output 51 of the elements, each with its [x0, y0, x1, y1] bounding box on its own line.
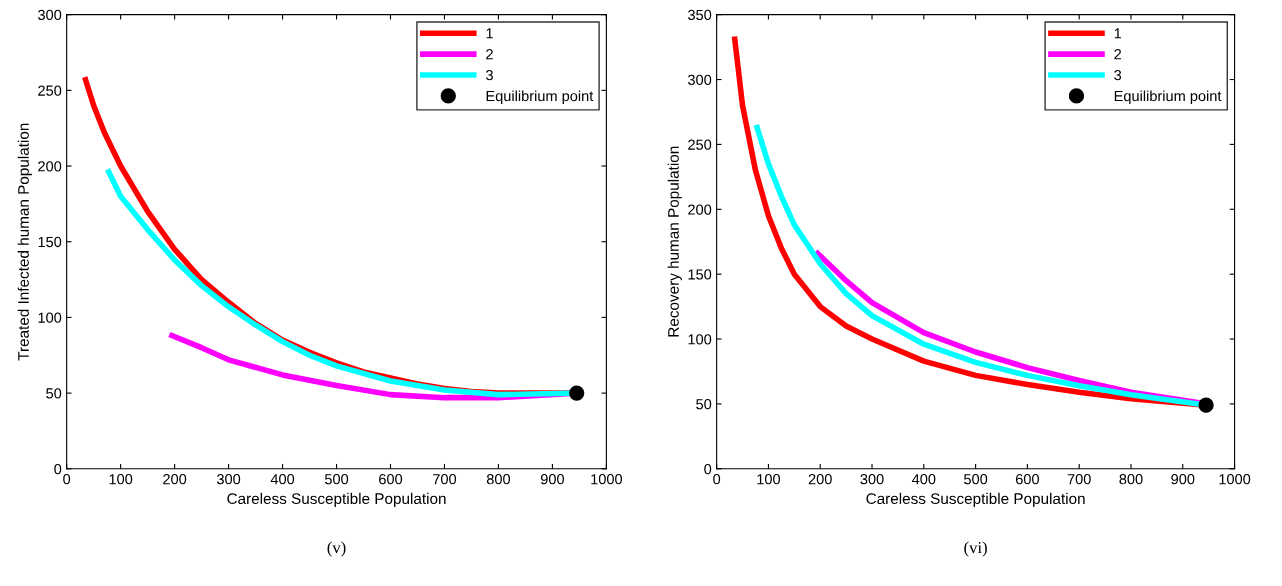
x-tick-label: 200 [163, 474, 187, 485]
x-tick-label: 700 [1067, 474, 1091, 485]
x-axis-title: Careless Susceptible Population [866, 492, 1085, 508]
legend-label: 3 [486, 69, 493, 81]
legend-label: 2 [486, 49, 493, 60]
y-tick-label: 100 [688, 334, 712, 345]
y-tick-label: 150 [688, 269, 712, 280]
x-tick-label: 100 [757, 474, 781, 485]
x-tick-label: 700 [433, 474, 457, 485]
x-tick-label: 300 [216, 474, 241, 485]
x-axis-title: Careless Susceptible Population [227, 492, 446, 508]
y-tick-label: 250 [688, 139, 712, 150]
x-tick-label: 0 [713, 474, 721, 485]
text: (v) [327, 541, 346, 557]
legend-label: 1 [486, 28, 493, 39]
y-tick-label: 50 [46, 388, 62, 399]
x-tick-label: 500 [964, 474, 988, 485]
x-tick-label: 500 [324, 474, 349, 485]
x-tick-label: 0 [63, 474, 71, 485]
y-tick-label: 150 [38, 236, 62, 248]
y-tick-label: 300 [688, 74, 712, 85]
x-tick-label: 400 [270, 474, 295, 485]
x-tick-label: 1000 [1219, 474, 1251, 485]
y-tick-label: 0 [54, 463, 62, 475]
y-tick-label: 100 [38, 312, 62, 323]
y-tick-label: 50 [696, 399, 712, 410]
x-tick-label: 100 [109, 474, 133, 485]
x-tick-label: 300 [860, 474, 884, 485]
x-tick-label: 900 [1171, 474, 1195, 485]
y-axis-title: Treated Infected human Population [17, 123, 32, 361]
x-tick-label: 1000 [591, 474, 623, 485]
y-tick-label: 350 [688, 9, 712, 21]
x-tick-label: 200 [808, 474, 832, 485]
x-tick-label: 600 [379, 474, 403, 485]
y-tick-label: 250 [38, 85, 62, 96]
legend-label: 3 [1114, 69, 1122, 81]
x-tick-label: 900 [540, 474, 565, 485]
legend-label: Equilibrium point [1114, 90, 1222, 105]
y-axis-title: Recovery human Population [667, 146, 682, 337]
y-tick-label: 200 [38, 161, 62, 172]
x-tick-label: 600 [1015, 474, 1039, 485]
x-tick-label: 800 [1119, 474, 1143, 485]
x-tick-label: 800 [486, 474, 511, 485]
legend-label: 1 [1114, 28, 1122, 39]
y-tick-label: 300 [38, 9, 62, 21]
x-tick-label: 400 [911, 474, 936, 485]
legend-label: 2 [1114, 49, 1122, 60]
y-tick-label: 200 [688, 204, 712, 215]
y-tick-label: 0 [704, 463, 712, 475]
text: (vi) [964, 541, 987, 557]
legend-label: Equilibrium point [486, 90, 594, 105]
